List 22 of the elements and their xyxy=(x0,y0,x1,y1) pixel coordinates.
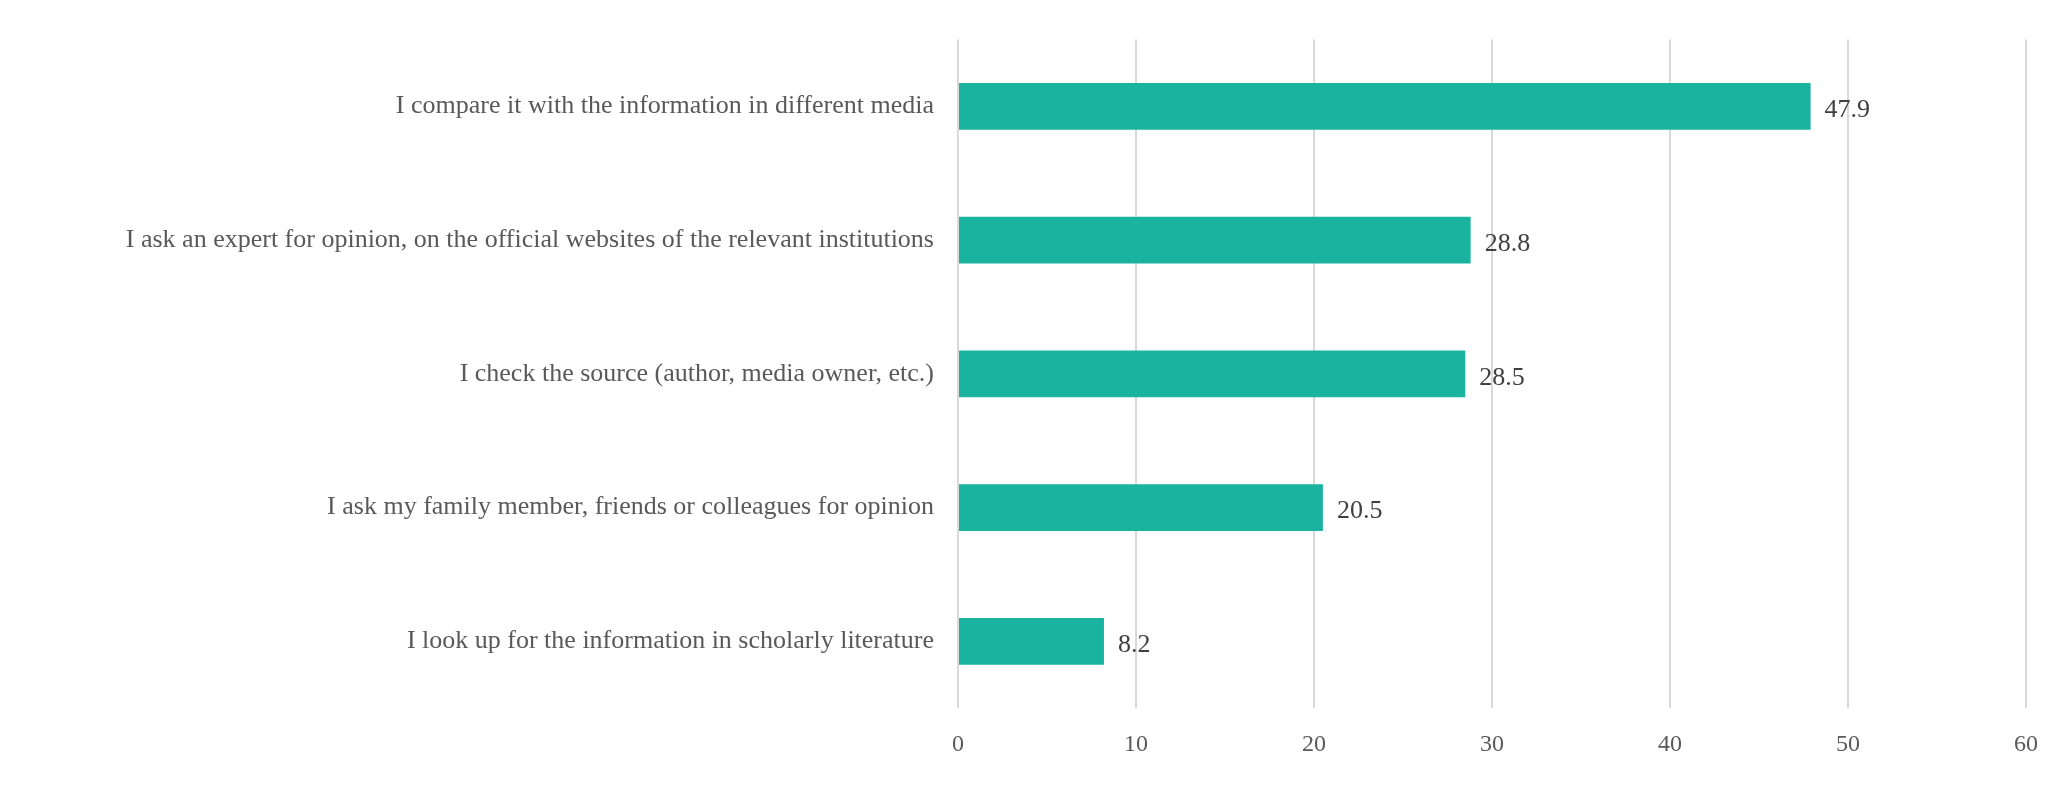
bar xyxy=(959,216,1471,264)
x-tick-label: 20 xyxy=(1302,729,1326,756)
bar xyxy=(959,83,1811,130)
bar xyxy=(959,484,1323,532)
x-tick-label: 60 xyxy=(2014,729,2038,756)
x-tick-label: 10 xyxy=(1124,729,1148,756)
x-tick-label: 50 xyxy=(1836,729,1860,756)
x-tick-label: 0 xyxy=(952,729,964,756)
bar xyxy=(959,617,1104,665)
data-label: 28.8 xyxy=(1484,228,1531,258)
data-label: 20.5 xyxy=(1336,495,1383,525)
x-tick-label: 40 xyxy=(1658,729,1682,756)
y-tick-label: I compare it with the information in different media xyxy=(395,90,935,120)
y-tick-label: I ask an expert for opinion, on the official websites of the relevant institutions xyxy=(125,224,934,254)
x-tick-label: 30 xyxy=(1480,729,1504,756)
data-label: 28.5 xyxy=(1479,361,1525,391)
data-label: 8.2 xyxy=(1117,629,1151,659)
y-tick-label: I look up for the information in scholarly literature xyxy=(406,625,934,655)
bar xyxy=(959,350,1466,398)
data-label: 47.9 xyxy=(1824,94,1871,124)
y-tick-label: I check the source (author, media owner, etc.) xyxy=(459,357,934,387)
y-tick-label: I ask my family member, friends or colleagues for opinion xyxy=(327,491,934,521)
